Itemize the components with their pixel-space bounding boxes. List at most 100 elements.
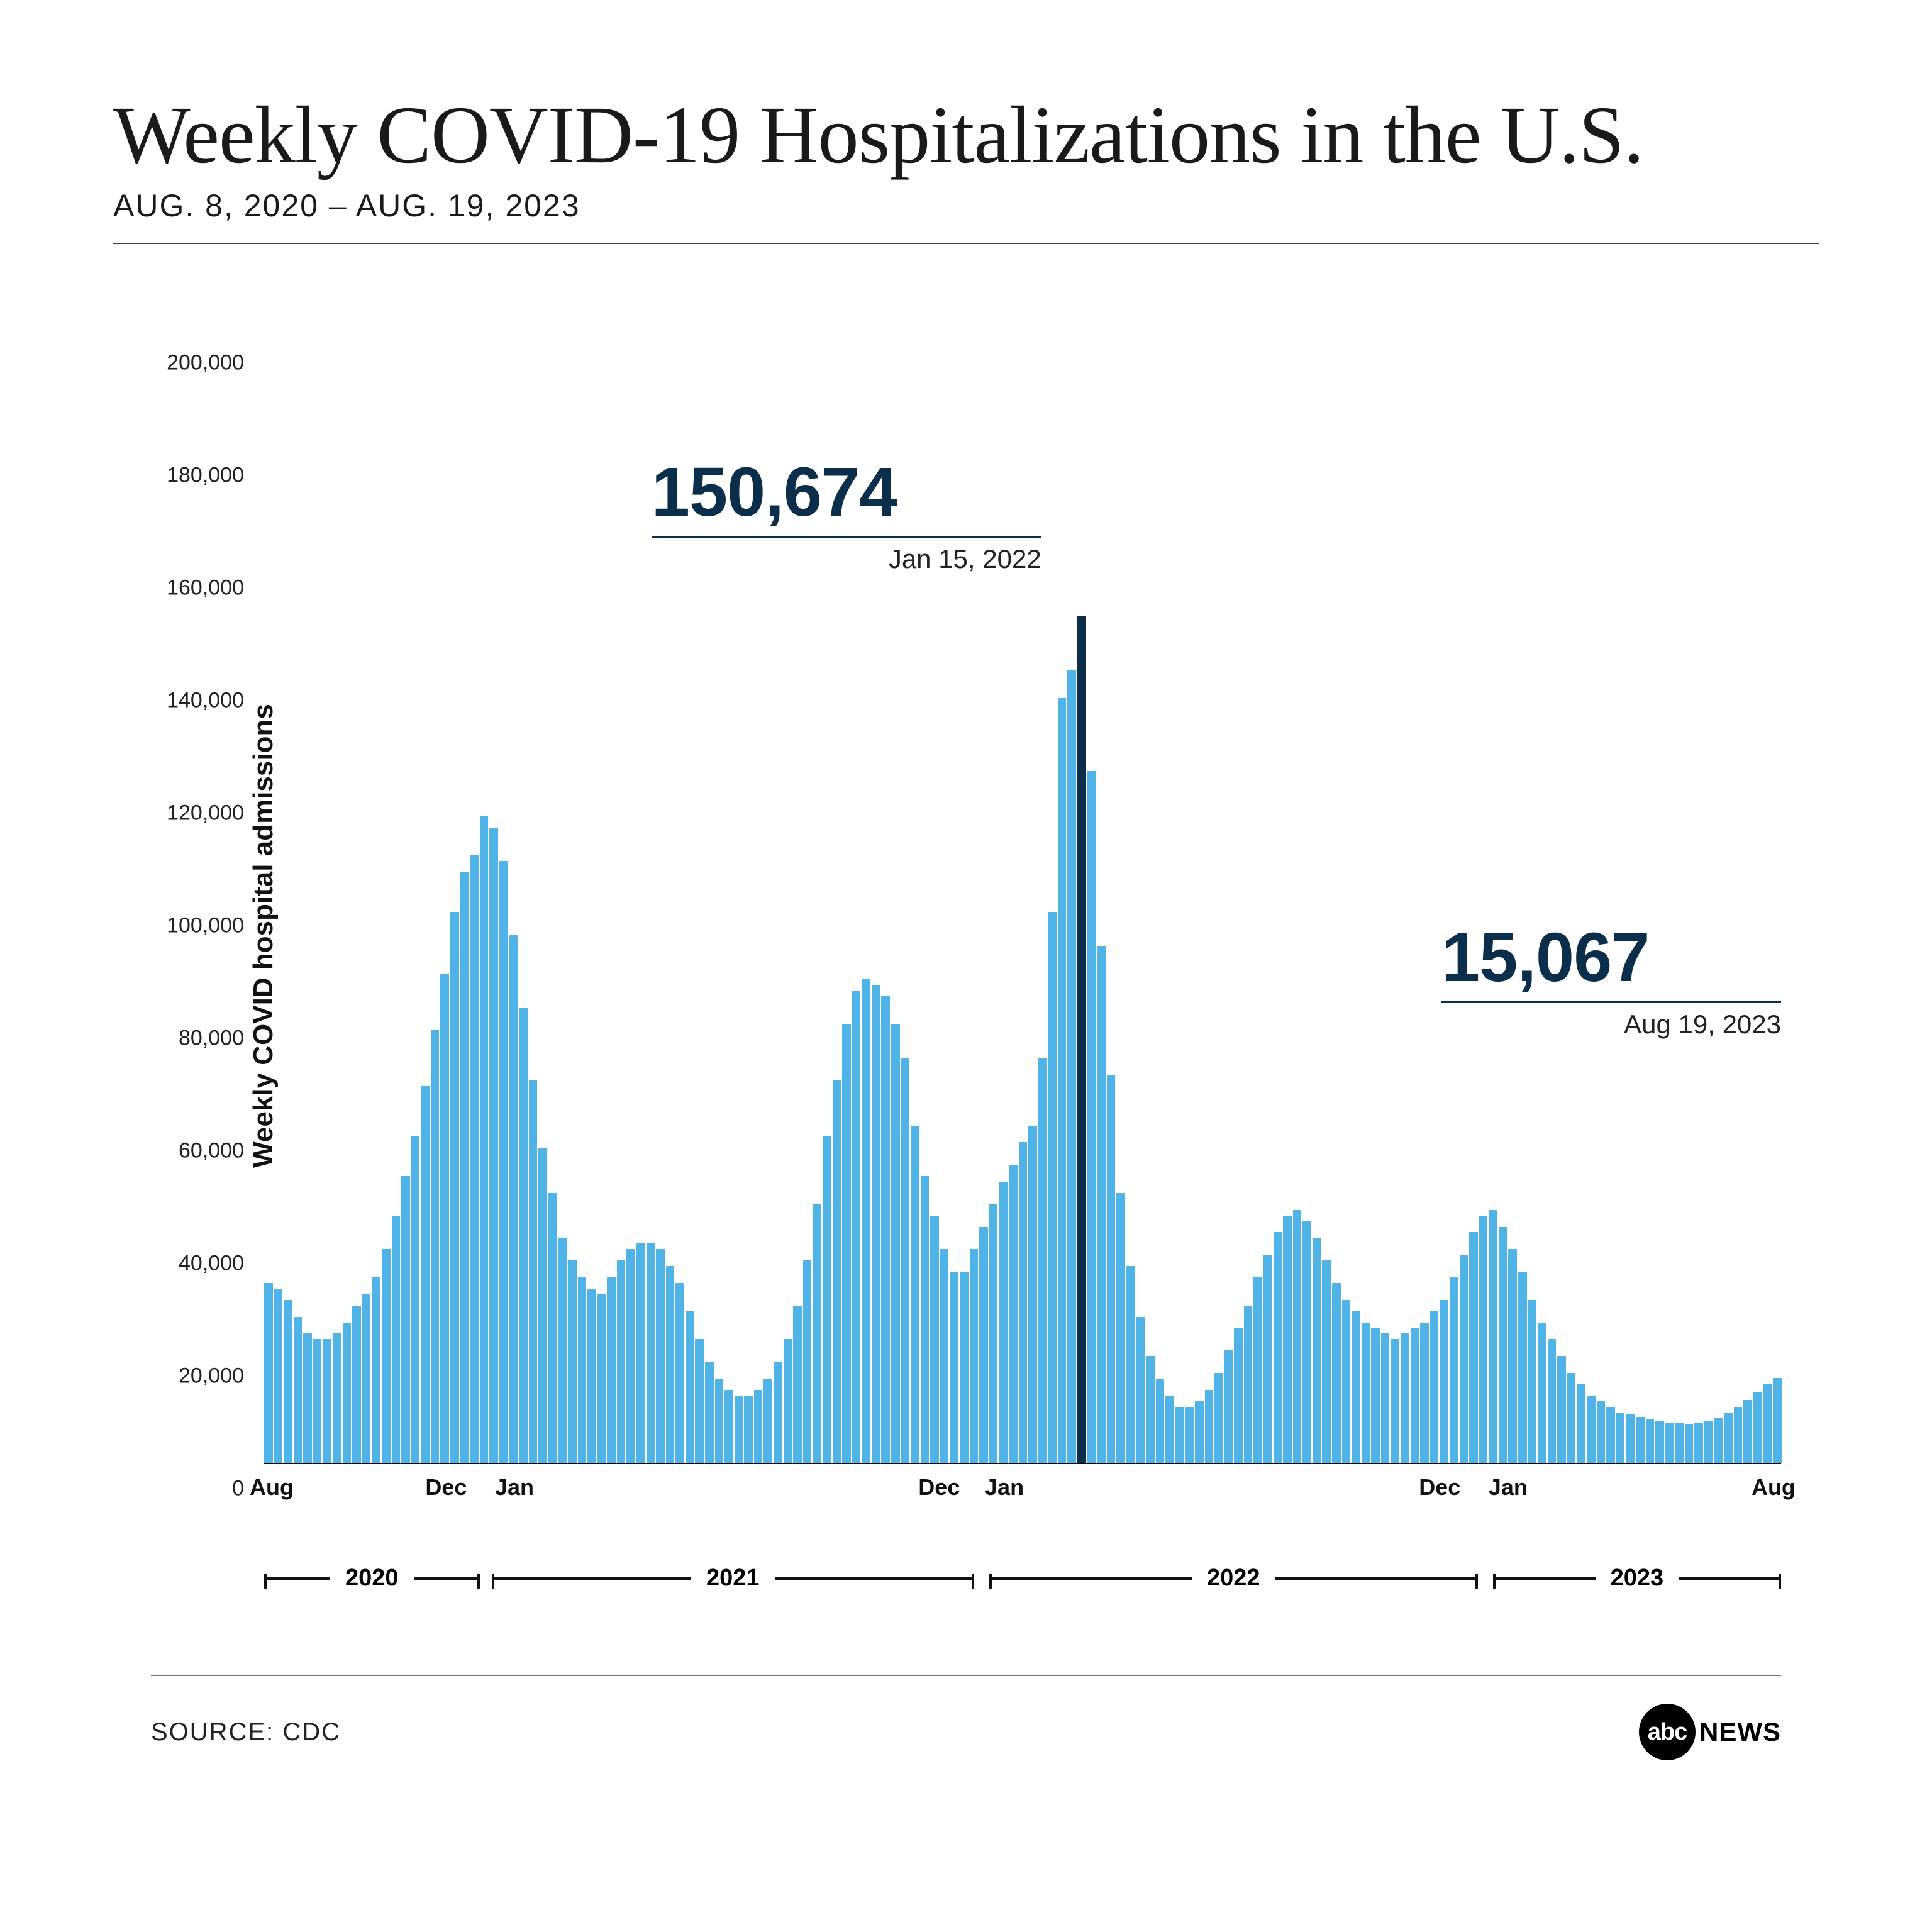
- bar: [724, 1390, 733, 1463]
- year-segment: 2020: [264, 1556, 480, 1600]
- bar: [784, 1339, 792, 1463]
- abc-news-logo: abc NEWS: [1639, 1704, 1781, 1760]
- bar: [1763, 1384, 1772, 1463]
- bar: [1205, 1390, 1214, 1463]
- abc-logo-circle: abc: [1639, 1704, 1696, 1760]
- bar: [705, 1362, 714, 1463]
- x-tick: Aug: [250, 1474, 294, 1501]
- y-tick: 200,000: [167, 351, 252, 375]
- bar: [1038, 1058, 1047, 1463]
- bar: [529, 1080, 538, 1463]
- bar: [1313, 1238, 1321, 1463]
- bar: [548, 1193, 557, 1463]
- bar: [1195, 1401, 1204, 1463]
- year-segment: 2023: [1493, 1556, 1781, 1600]
- bar: [1597, 1401, 1606, 1463]
- bar: [1136, 1317, 1145, 1463]
- bar: [1616, 1413, 1625, 1463]
- bar: [1381, 1333, 1390, 1463]
- y-tick: 160,000: [167, 576, 252, 601]
- bar: [568, 1260, 577, 1463]
- year-label: 2023: [1596, 1565, 1679, 1592]
- bar: [686, 1311, 694, 1463]
- bar: [1175, 1407, 1184, 1463]
- x-tick: Jan: [985, 1474, 1024, 1501]
- y-tick: 100,000: [167, 914, 252, 938]
- chart: Weekly COVID hospital admissions 020,000…: [113, 338, 1819, 1533]
- bar: [1067, 670, 1076, 1463]
- bar: [1019, 1142, 1028, 1463]
- bar: [587, 1289, 596, 1463]
- bar: [1440, 1300, 1448, 1463]
- bar: [440, 974, 449, 1463]
- year-label: 2020: [330, 1565, 414, 1592]
- bar: [989, 1204, 998, 1463]
- bar: [1126, 1266, 1135, 1463]
- bar: [911, 1126, 919, 1463]
- bar: [901, 1058, 910, 1463]
- bar: [450, 912, 459, 1463]
- bar: [1734, 1407, 1743, 1463]
- bar: [372, 1277, 380, 1463]
- x-tick: Aug: [1752, 1474, 1796, 1501]
- bar: [891, 1024, 900, 1463]
- x-tick: Dec: [425, 1474, 467, 1501]
- bar: [343, 1323, 352, 1463]
- bar: [538, 1148, 547, 1463]
- bar: [647, 1243, 655, 1463]
- bar: [1214, 1373, 1223, 1463]
- bar: [1411, 1328, 1419, 1463]
- bar: [1577, 1384, 1585, 1463]
- bar: [842, 1024, 851, 1463]
- bar: [264, 1283, 273, 1463]
- bar: [950, 1272, 958, 1463]
- bar: [1362, 1323, 1370, 1463]
- bar: [489, 828, 498, 1463]
- year-label: 2022: [1192, 1565, 1275, 1592]
- bar: [666, 1266, 675, 1463]
- bar: [1146, 1356, 1155, 1463]
- year-label: 2021: [691, 1565, 775, 1592]
- bar: [1646, 1419, 1655, 1463]
- bar: [480, 816, 489, 1463]
- y-tick: 40,000: [179, 1252, 252, 1276]
- bar: [744, 1396, 753, 1463]
- bar: [1685, 1424, 1694, 1463]
- y-tick: 180,000: [167, 464, 252, 488]
- bar: [1077, 616, 1086, 1463]
- bar: [1694, 1423, 1703, 1463]
- bar: [499, 861, 508, 1463]
- bar: [1557, 1356, 1566, 1463]
- x-axis: AugDecJanDecJanDecJanAug: [264, 1470, 1781, 1533]
- bar: [793, 1306, 802, 1463]
- y-tick: 0: [232, 1477, 252, 1501]
- y-tick: 60,000: [179, 1139, 252, 1163]
- bar: [921, 1176, 930, 1463]
- bar: [930, 1216, 939, 1463]
- bar: [1499, 1227, 1507, 1463]
- bar: [607, 1277, 616, 1463]
- x-tick: Dec: [918, 1474, 960, 1501]
- bar: [636, 1243, 645, 1463]
- bar: [1401, 1333, 1409, 1463]
- bar: [803, 1260, 812, 1463]
- bar: [999, 1182, 1008, 1463]
- bar: [1430, 1311, 1439, 1463]
- bar: [323, 1339, 331, 1463]
- bar: [1097, 946, 1106, 1463]
- bar: [1753, 1392, 1762, 1463]
- bar: [1548, 1339, 1557, 1463]
- bar: [813, 1204, 821, 1463]
- bar: [1587, 1396, 1596, 1463]
- bar: [1283, 1216, 1292, 1463]
- x-tick: Jan: [495, 1474, 534, 1501]
- y-tick: 120,000: [167, 801, 252, 826]
- bar: [470, 855, 479, 1463]
- bar: [382, 1249, 391, 1463]
- bar: [1234, 1328, 1243, 1463]
- bar: [1704, 1421, 1713, 1463]
- bar: [1371, 1328, 1380, 1463]
- bar: [1655, 1421, 1664, 1463]
- bar: [763, 1379, 772, 1463]
- bar: [940, 1249, 949, 1463]
